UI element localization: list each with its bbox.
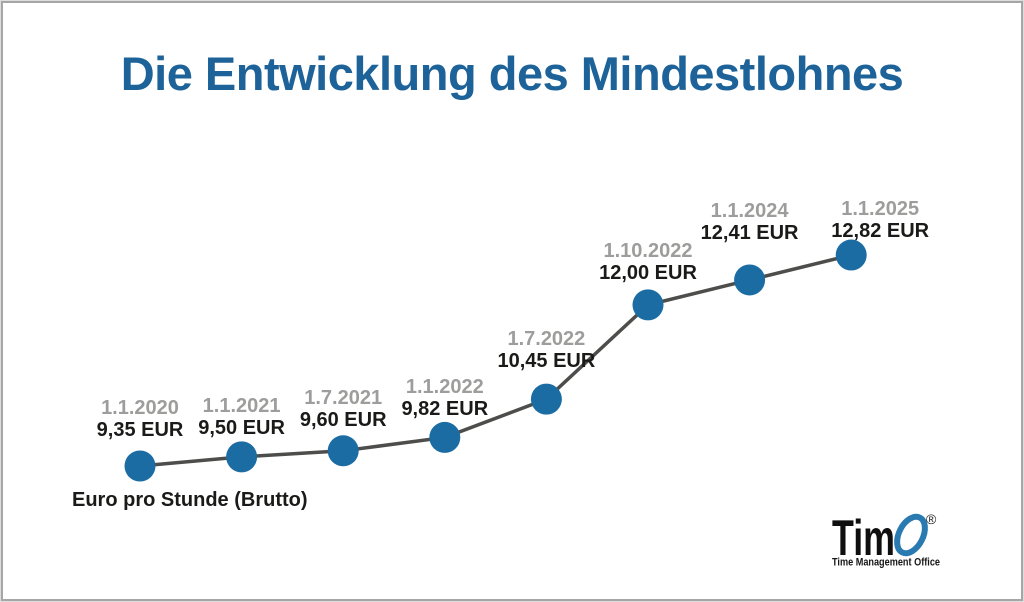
timo-logo: Tim ® Time Management Office (832, 510, 940, 569)
axis-note: Euro pro Stunde (Brutto) (72, 489, 308, 511)
data-point (632, 289, 664, 321)
data-point (429, 421, 461, 453)
data-point (734, 264, 766, 296)
data-point (327, 435, 359, 467)
logo-o-icon (894, 513, 928, 557)
data-point (124, 450, 156, 482)
trend-line (139, 253, 852, 468)
logo-subtitle: Time Management Office (832, 557, 940, 569)
page-title: Die Entwicklung des Mindestlohnes (120, 47, 904, 100)
data-point (835, 239, 867, 271)
registered-trademark-icon: ® (926, 511, 937, 527)
data-point (226, 441, 258, 473)
data-point (530, 383, 562, 415)
logo-wordmark: Tim (832, 510, 895, 566)
